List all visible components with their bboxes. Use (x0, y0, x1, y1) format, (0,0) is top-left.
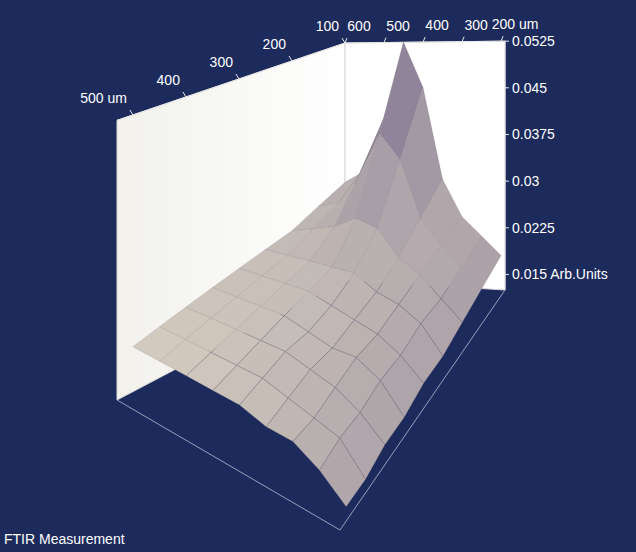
x-tick-label: 500 um (80, 90, 127, 106)
z-tick (505, 227, 509, 228)
y-tick (384, 38, 386, 43)
x-tick-label: 200 (263, 36, 287, 52)
x-axis-line (117, 43, 345, 120)
y-tick-label: 200 um (492, 16, 539, 32)
surface-cell (320, 438, 366, 507)
z-tick-label: 0.0525 (512, 33, 555, 49)
chart: 500 um400300200100600500400300200 um0.05… (0, 0, 636, 552)
z-tick-label: 0.0375 (512, 126, 555, 142)
z-tick (505, 41, 509, 42)
left-wall (117, 43, 345, 400)
y-tick (345, 38, 347, 43)
x-tick (289, 56, 292, 61)
z-tick (505, 181, 509, 182)
z-tick (505, 87, 509, 88)
y-tick (423, 37, 425, 42)
x-tick (130, 110, 133, 115)
z-tick-label: 0.015 Arb.Units (512, 266, 608, 282)
surface (133, 42, 501, 506)
y-tick-label: 600 (347, 18, 371, 34)
title: FTIR Measurement (4, 531, 125, 547)
y-axis-line (345, 41, 505, 43)
y-tick-label: 400 (425, 17, 449, 33)
floor-edge (117, 290, 505, 530)
z-tick-label: 0.0225 (512, 220, 555, 236)
z-tick (505, 274, 509, 275)
x-tick (342, 38, 345, 43)
x-tick-label: 400 (157, 72, 181, 88)
y-tick-label: 300 (464, 17, 488, 33)
z-axis-line (505, 41, 506, 290)
axis-labels: 500 um400300200100600500400300200 um0.05… (80, 16, 608, 282)
y-tick (462, 37, 464, 42)
z-tick (505, 134, 509, 135)
y-tick-label: 500 (386, 18, 410, 34)
x-tick-label: 100 (316, 18, 340, 34)
x-tick (236, 74, 239, 79)
y-tick (501, 36, 503, 41)
background (0, 0, 636, 552)
x-tick-label: 300 (210, 54, 234, 70)
z-tick-label: 0.03 (512, 173, 539, 189)
z-tick-label: 0.045 (512, 80, 547, 96)
x-tick (183, 92, 186, 97)
